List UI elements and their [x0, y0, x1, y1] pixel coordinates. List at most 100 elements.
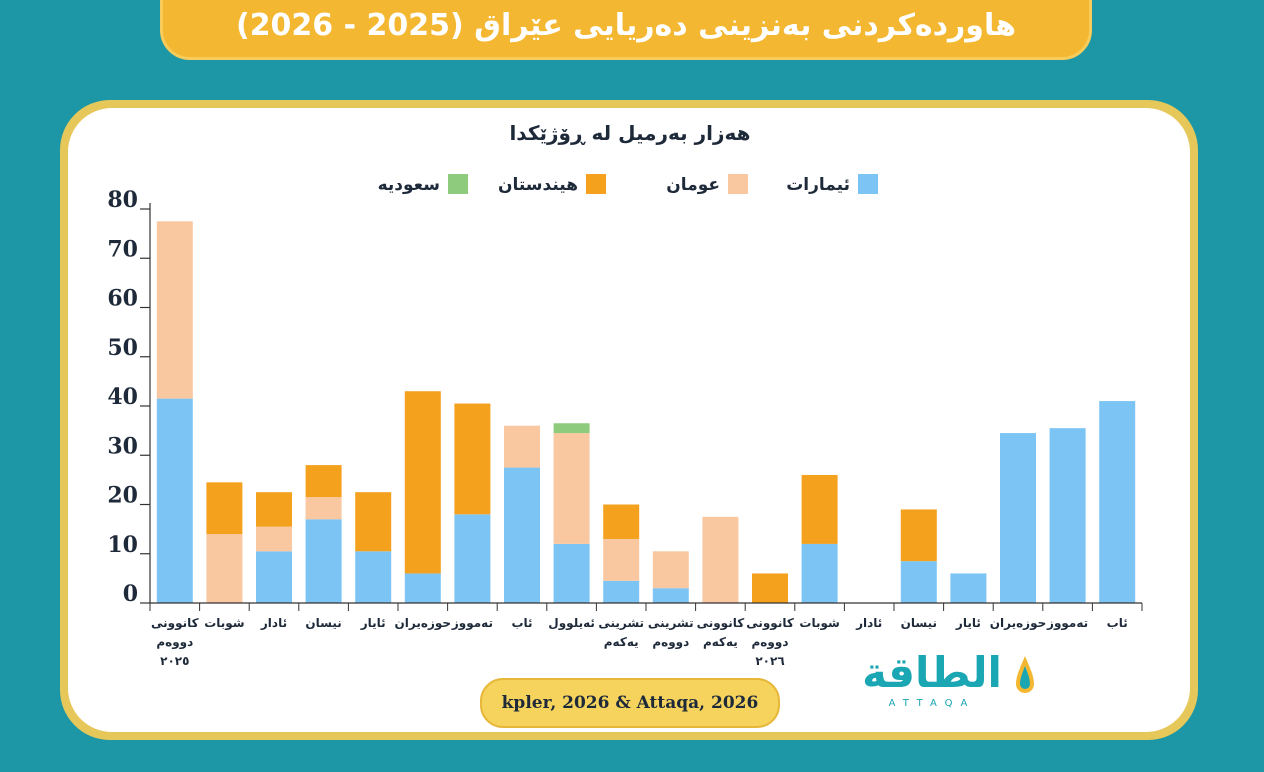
legend-label: سعودیە — [378, 175, 440, 195]
x-tick-label-line: تشرینی — [598, 616, 644, 630]
y-tick-label: 10 — [107, 532, 138, 558]
page-title: هاوردەکردنی بەنزینی دەریایی عێراق (2025 … — [235, 8, 1017, 43]
bar-segment — [801, 474, 838, 544]
x-axis: کانوونی دووەم ٢٠٢٥ شوبات ئادار نیسان ئایار حوزە… — [149, 602, 1143, 668]
x-tick-label: ئایار — [955, 616, 981, 630]
x-tick-label: شوبات — [204, 616, 244, 631]
bar-segment — [1049, 428, 1086, 603]
y-tick-label: 30 — [107, 433, 138, 459]
x-tick-label-line: حوزەیران — [395, 616, 452, 631]
legend-swatch — [448, 174, 468, 194]
x-tick-label: کانوونی دووەم ٢٠٢٥ — [151, 616, 199, 668]
bar-segment — [553, 433, 590, 544]
bar-segment — [652, 588, 689, 603]
bar-segment — [404, 573, 441, 603]
x-tick-label-line: ٢٠٢٦ — [755, 654, 784, 668]
x-tick-label: کانوونی دووەم ٢٠٢٦ — [746, 616, 794, 668]
x-tick-label-line: یەکەم — [703, 635, 738, 650]
x-tick-label-line: ئایار — [360, 616, 386, 630]
x-tick-label-line: ئادار — [855, 616, 882, 630]
bar-segment — [900, 561, 937, 603]
x-tick-label-line: یەکەم — [604, 635, 639, 650]
x-tick-label-line: کانوونی — [697, 616, 745, 631]
chart-title: هەزار بەرمیل لە ڕۆژێکدا — [509, 121, 750, 145]
bar-segment — [553, 543, 590, 603]
drop-icon — [1016, 656, 1034, 693]
bar-segment — [603, 538, 640, 581]
bar-segment — [454, 514, 491, 603]
x-tick-label: تەمووز — [451, 616, 493, 631]
x-tick-label-line: شوبات — [204, 616, 244, 631]
y-tick-label: 0 — [123, 581, 138, 607]
y-tick-label: 60 — [107, 286, 138, 312]
logo-text: الطاقة — [862, 648, 1002, 697]
x-tick-label: ئاب — [1107, 616, 1128, 630]
chart-card — [68, 108, 1190, 732]
bar-segment — [504, 467, 540, 603]
bar-segment — [256, 492, 292, 527]
x-tick-label: حوزەیران — [990, 616, 1047, 631]
bar-segment — [404, 391, 441, 574]
x-tick-label-line: شوبات — [799, 616, 839, 631]
y-tick-label: 50 — [107, 335, 138, 361]
bar-segment — [1099, 401, 1136, 603]
x-tick-label-line: دووەم — [752, 635, 789, 650]
legend-label: ئیمارات — [786, 175, 850, 195]
x-tick-label: ئادار — [855, 616, 882, 630]
legend-swatch — [586, 174, 606, 194]
bar-segment — [900, 509, 937, 562]
x-tick-label: ئەیلوول — [548, 616, 595, 631]
bar-segment — [553, 423, 590, 434]
y-tick-label: 20 — [107, 483, 138, 509]
x-tick-label: ئاب — [511, 616, 532, 630]
bar-segment — [702, 516, 739, 603]
legend-label: هیندستان — [498, 175, 578, 195]
x-tick-label-line: تەمووز — [451, 616, 493, 631]
x-tick-label-line: ئایار — [955, 616, 981, 630]
bar-segment — [305, 465, 342, 498]
x-tick-label-line: تەمووز — [1046, 616, 1088, 631]
x-tick-label: ئادار — [260, 616, 287, 630]
bar-segment — [752, 573, 788, 603]
x-tick-label-line: تشرینی — [648, 616, 694, 630]
x-tick-label: ئایار — [360, 616, 386, 630]
x-tick-label-line: کانوونی — [151, 616, 199, 631]
x-tick-label-line: ئەیلوول — [548, 616, 595, 631]
legend: ئیمارات عومان هیندستان سعودیە — [378, 174, 878, 195]
bar-segment — [355, 492, 392, 552]
bar-segment — [156, 398, 193, 603]
x-tick-label-line: ئادار — [260, 616, 287, 630]
bar-segment — [603, 504, 640, 539]
x-tick-label: کانوونی یەکەم — [697, 616, 745, 650]
legend-swatch — [728, 174, 748, 194]
legend-swatch — [858, 174, 878, 194]
x-tick-label: تشرینی دووەم — [648, 616, 694, 650]
y-axis: 0 10 20 30 40 50 60 70 80 — [107, 187, 151, 607]
bar-segment — [256, 526, 292, 552]
title-banner: هاوردەکردنی بەنزینی دەریایی عێراق (2025 … — [160, 0, 1092, 60]
source-text: kpler, 2026 & Attaqa, 2026 — [501, 693, 759, 713]
bar-segment — [156, 221, 193, 399]
bar-segment — [652, 551, 689, 589]
logo-subtext: ATTAQA — [888, 698, 976, 709]
x-tick-label: حوزەیران — [395, 616, 452, 631]
x-tick-label-line: حوزەیران — [990, 616, 1047, 631]
bar-segment — [950, 573, 987, 603]
x-tick-label: شوبات — [799, 616, 839, 631]
attaqa-logo: الطاقة ATTAQA — [848, 648, 1038, 718]
x-tick-label-line: دووەم — [156, 635, 193, 650]
bar-segment — [603, 580, 640, 603]
bar-segment — [1000, 433, 1036, 603]
y-tick-label: 80 — [107, 187, 138, 213]
legend-label: عومان — [666, 175, 720, 195]
bar-segment — [206, 534, 243, 603]
source-pill: kpler, 2026 & Attaqa, 2026 — [480, 678, 780, 728]
x-tick-label: نیسان — [305, 616, 341, 630]
x-tick-label: تەمووز — [1046, 616, 1088, 631]
bars — [156, 221, 1136, 603]
y-tick-label: 70 — [107, 236, 138, 262]
bar-segment — [801, 543, 838, 603]
bar-segment — [256, 551, 292, 603]
x-tick-label-line: دووەم — [652, 635, 689, 650]
